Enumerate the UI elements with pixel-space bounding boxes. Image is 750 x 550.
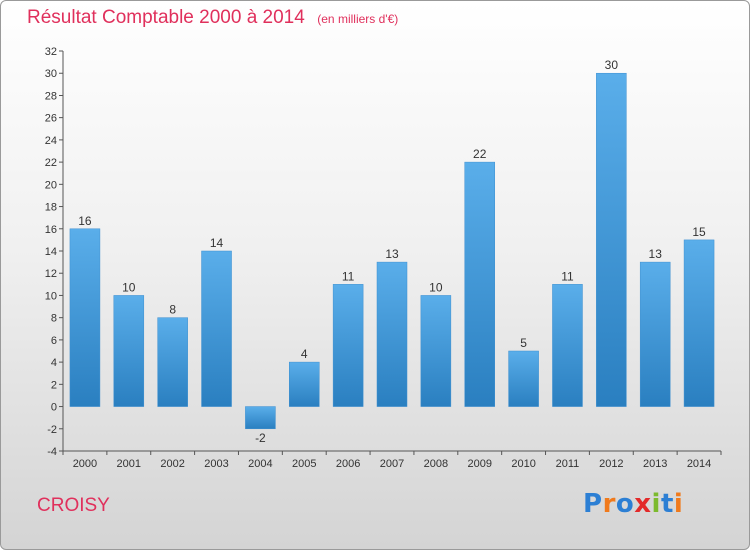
proxiti-logo: Proxiti (583, 489, 683, 519)
y-tick-label: 32 (45, 46, 57, 58)
logo-letter: o (615, 489, 635, 519)
bar-2007 (376, 261, 408, 407)
bar-2003 (201, 250, 232, 407)
y-tick-label: 6 (51, 335, 57, 347)
bar-2000 (69, 228, 101, 407)
x-tick-label-2006: 2006 (336, 458, 360, 470)
logo-letter: i (651, 489, 661, 519)
bar-2004 (245, 406, 276, 430)
x-tick-label-2014: 2014 (687, 458, 711, 470)
logo-letter: t (660, 489, 674, 519)
data-label-2004: -2 (255, 431, 266, 445)
y-tick-label: 2 (51, 379, 57, 391)
data-label-2001: 10 (122, 280, 136, 294)
bar-2012 (596, 72, 627, 407)
y-tick-label: 8 (51, 313, 57, 325)
logo-letter: P (583, 489, 603, 519)
bar-2009 (464, 161, 495, 407)
bar-2011 (552, 284, 583, 407)
logo-letter: x (634, 489, 652, 519)
chart-title-text: Résultat Comptable 2000 à 2014 (27, 7, 305, 28)
x-tick-label-2003: 2003 (204, 458, 228, 470)
y-tick-label: 18 (45, 202, 57, 214)
data-label-2003: 14 (210, 236, 224, 250)
data-label-2011: 11 (561, 269, 574, 283)
y-tick-label: 12 (45, 268, 57, 280)
y-tick-label: 0 (51, 402, 57, 414)
bar-2008 (420, 295, 452, 407)
chart-title: Résultat Comptable 2000 à 2014 (en milli… (27, 7, 398, 29)
x-tick-label-2007: 2007 (380, 458, 404, 470)
y-tick-label: 10 (45, 290, 57, 302)
y-tick-label: 28 (45, 90, 57, 102)
y-tick-label: 14 (45, 246, 57, 258)
bar-2001 (113, 295, 145, 407)
bar-2014 (683, 239, 715, 407)
data-label-2012: 30 (605, 58, 619, 72)
x-tick-label-2012: 2012 (599, 458, 623, 470)
x-tick-label-2009: 2009 (467, 458, 491, 470)
y-tick-label: 22 (45, 157, 57, 169)
data-label-2013: 13 (649, 247, 663, 261)
y-tick-label: 30 (45, 68, 57, 80)
x-tick-label-2005: 2005 (292, 458, 316, 470)
logo-letter: i (673, 489, 684, 519)
y-tick-label: 26 (45, 113, 57, 125)
x-tick-label-2008: 2008 (424, 458, 448, 470)
bar-2002 (157, 317, 188, 407)
data-label-2005: 4 (301, 347, 308, 361)
y-tick-label: -2 (47, 424, 57, 436)
chart-subtitle: (en milliers d'€) (317, 12, 399, 26)
logo-letter: r (602, 489, 616, 519)
data-label-2000: 16 (78, 214, 92, 228)
bar-2013 (639, 261, 671, 407)
y-tick-label: 16 (45, 224, 57, 236)
bar-2010 (508, 350, 539, 407)
y-tick-label: -4 (47, 446, 57, 458)
x-tick-label-2001: 2001 (117, 458, 141, 470)
data-label-2006: 11 (342, 269, 355, 283)
y-tick-label: 4 (51, 357, 57, 369)
town-name: CROISY (37, 495, 110, 516)
x-tick-label-2002: 2002 (160, 458, 184, 470)
data-label-2008: 10 (429, 280, 443, 294)
data-label-2009: 22 (473, 147, 487, 161)
x-tick-label-2011: 2011 (556, 458, 580, 470)
x-tick-label-2004: 2004 (248, 458, 272, 470)
y-tick-label: 24 (45, 135, 57, 147)
bar-2005 (289, 361, 320, 407)
y-tick-label: 20 (45, 179, 57, 191)
chart-bars (69, 72, 715, 430)
data-label-2010: 5 (520, 336, 527, 350)
x-tick-label-2010: 2010 (511, 458, 535, 470)
chart-labels: 2000 16 2001 10 2002 8 2003 14 2004 -2 2005 4 2006 11… (73, 58, 712, 470)
bar-2006 (332, 284, 364, 407)
x-tick-label-2000: 2000 (73, 458, 97, 470)
data-label-2002: 8 (169, 303, 176, 317)
data-label-2014: 15 (692, 225, 706, 239)
data-label-2007: 13 (385, 247, 399, 261)
x-tick-label-2013: 2013 (643, 458, 667, 470)
